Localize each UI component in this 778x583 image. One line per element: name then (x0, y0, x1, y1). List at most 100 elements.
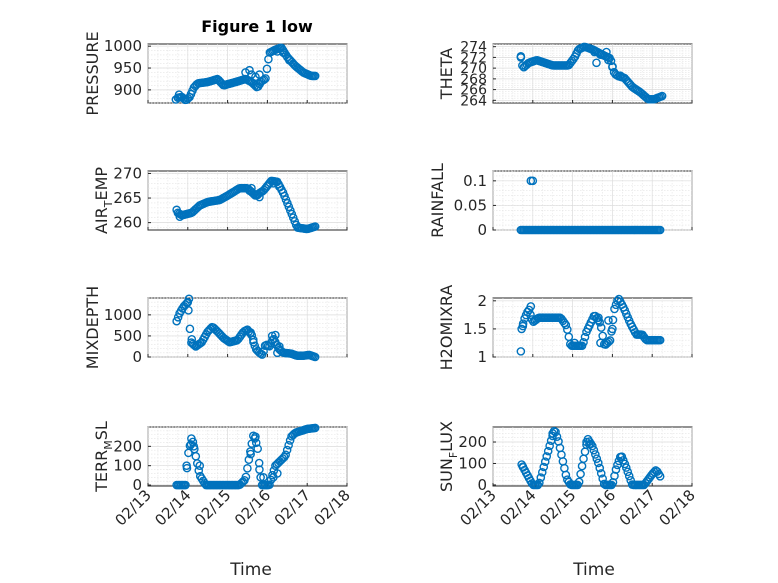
x-tick-label: 02/16 (231, 486, 274, 529)
data-point (262, 64, 272, 74)
y-tick-label: 0 (477, 221, 487, 239)
data-point (596, 469, 606, 478)
data-point (246, 328, 255, 337)
y-tick-label: 900 (113, 81, 142, 99)
data-point (261, 74, 270, 83)
y-axis-label: MIXDEPTH (83, 286, 102, 369)
data-point (561, 320, 571, 330)
data-point (251, 432, 260, 441)
data-point (576, 469, 585, 479)
data-point (595, 317, 605, 327)
data-point (611, 465, 621, 474)
y-tick-label: 2 (477, 292, 487, 310)
data-point (249, 337, 258, 347)
y-tick-label: 0 (132, 476, 142, 494)
y-tick-label: 270 (460, 61, 487, 77)
data-point (516, 347, 526, 356)
data-point (310, 71, 320, 81)
y-tick-label: 100 (458, 454, 487, 472)
data-point (310, 222, 320, 231)
data-point (255, 192, 264, 202)
data-point (256, 473, 265, 482)
data-point (266, 475, 276, 485)
data-point (253, 190, 262, 200)
x-tick-label: 02/15 (191, 486, 234, 529)
data-point (181, 480, 190, 490)
data-point (245, 65, 254, 75)
y-tick-label: 260 (113, 214, 142, 232)
subplot-sun-flux: 0100200SUNFLUX02/1302/1402/1502/1602/170… (437, 421, 699, 529)
y-tick-label: 0.05 (454, 196, 487, 214)
y-tick-label: 100 (113, 457, 142, 475)
y-axis-label: H2OMIXRA (437, 285, 456, 371)
data-point (574, 341, 583, 351)
data-point (174, 90, 184, 99)
data-point (608, 324, 617, 334)
data-point (574, 477, 584, 487)
data-point (616, 71, 625, 80)
data-point (537, 467, 547, 477)
data-point (608, 62, 617, 72)
y-tick-label: 0 (132, 348, 142, 366)
data-point (184, 306, 193, 315)
data-point (580, 332, 590, 342)
y-tick-label: 274 (460, 40, 487, 56)
data-point (275, 342, 284, 351)
y-tick-label: 1000 (104, 37, 142, 55)
data-point (183, 297, 193, 307)
y-tick-label: 264 (460, 93, 487, 109)
data-point (602, 338, 611, 348)
data-point (539, 462, 549, 472)
data-point (536, 473, 546, 482)
data-point (518, 462, 528, 471)
data-point (172, 316, 181, 326)
data-point (592, 58, 601, 68)
subplot-h2omixra: 1 1.5 2 H2OMIXRA (437, 285, 693, 371)
data-point (253, 444, 262, 454)
data-point (595, 463, 605, 473)
x-tick-label: 02/17 (616, 486, 659, 529)
data-point (591, 450, 600, 459)
data-point (594, 313, 603, 322)
data-point (616, 452, 625, 462)
data-point (255, 70, 264, 79)
data-point (604, 316, 613, 325)
data-point (542, 452, 552, 461)
x-axis-label-right: Time (572, 560, 615, 580)
data-point (596, 338, 605, 348)
data-point (655, 225, 665, 235)
data-point (255, 465, 264, 474)
y-axis-label: AIRTEMP (92, 167, 115, 234)
data-point (543, 446, 553, 456)
data-point (243, 464, 252, 473)
data-point (265, 480, 274, 490)
y-axis-label: RAINFALL (428, 163, 447, 238)
data-point (535, 478, 544, 488)
y-tick-label: 200 (458, 433, 487, 451)
y-tick-label: 272 (460, 50, 487, 66)
data-point (516, 52, 526, 61)
y-axis-label: THETA (437, 48, 456, 100)
data-point (273, 47, 282, 56)
data-point (610, 304, 619, 314)
data-point (245, 186, 254, 195)
data-point (275, 182, 284, 192)
y-tick-label: 268 (460, 72, 487, 88)
x-tick-label: 02/16 (576, 486, 619, 529)
data-point (548, 429, 558, 438)
data-point (281, 450, 290, 460)
data-point (561, 470, 571, 480)
y-tick-label: 200 (113, 437, 142, 455)
y-tick-label: 0 (477, 476, 487, 494)
data-point (528, 176, 538, 186)
x-tick-label: 02/14 (496, 486, 539, 529)
data-point (608, 315, 618, 325)
y-axis-label: SUNFLUX (437, 421, 460, 492)
data-point (585, 439, 594, 449)
x-tick-label: 02/17 (271, 486, 314, 529)
data-point (185, 324, 195, 334)
data-point (655, 472, 665, 481)
